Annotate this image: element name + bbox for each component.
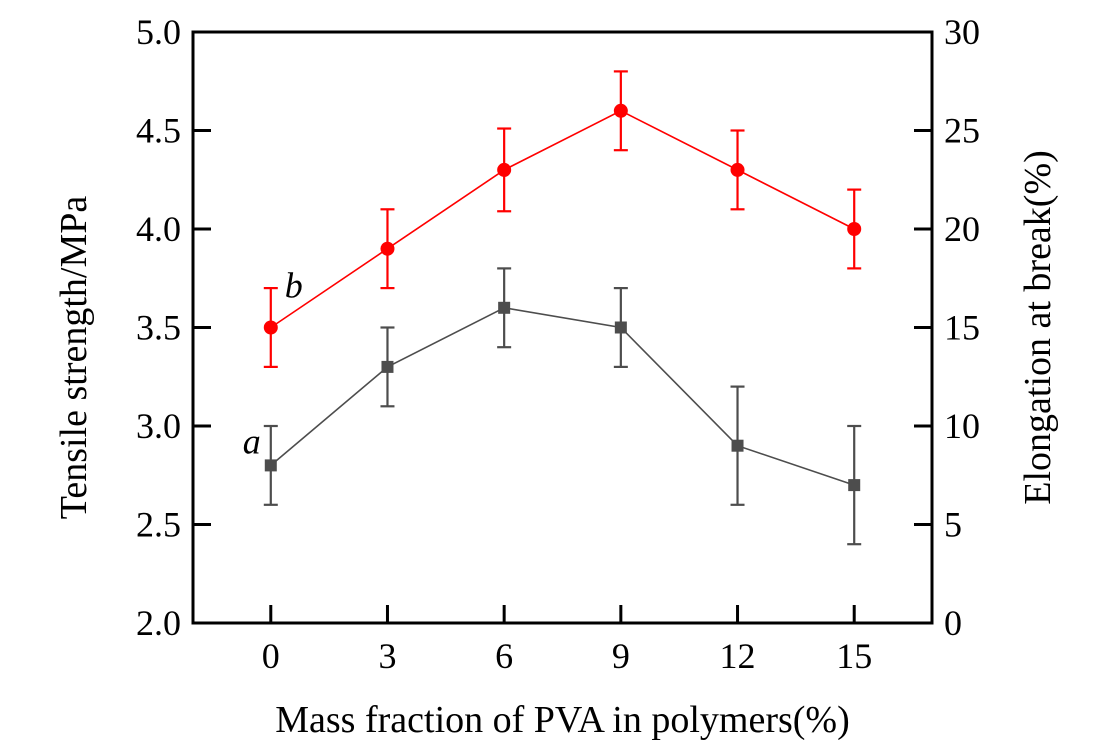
series-a-annotation: a xyxy=(243,421,261,461)
right-y-tick-label: 25 xyxy=(944,111,980,151)
left-y-tick-label: 3.5 xyxy=(136,308,181,348)
data-point xyxy=(848,479,861,492)
right-y-axis-title: Elongation at break(%) xyxy=(1017,150,1059,505)
left-y-tick-label: 3.0 xyxy=(136,406,181,446)
left-y-tick-label: 5.0 xyxy=(136,12,181,52)
right-y-tick-label: 0 xyxy=(944,603,962,643)
right-y-tick-label: 5 xyxy=(944,505,962,545)
left-y-tick-label: 4.0 xyxy=(136,209,181,249)
series-a xyxy=(263,267,862,546)
x-axis-title: Mass fraction of PVA in polymers(%) xyxy=(275,699,850,740)
data-point xyxy=(731,439,744,452)
series-b-annotation: b xyxy=(285,266,303,306)
x-tick-label: 0 xyxy=(262,636,280,676)
data-point xyxy=(381,360,394,373)
x-tick-label: 6 xyxy=(495,636,513,676)
plot-frame xyxy=(191,30,934,625)
right-y-tick-label: 30 xyxy=(944,12,980,52)
series-a-line xyxy=(270,306,855,486)
left-y-tick-label: 4.5 xyxy=(136,111,181,151)
data-point xyxy=(498,301,511,314)
left-y-axis-title: Tensile strength/MPa xyxy=(53,196,95,520)
data-point xyxy=(847,222,862,236)
left-y-tick-label: 2.0 xyxy=(136,603,181,643)
x-tick-label: 3 xyxy=(378,636,396,676)
data-point xyxy=(613,103,628,118)
data-point xyxy=(497,162,512,177)
series-b-line xyxy=(270,109,855,329)
data-point xyxy=(730,162,745,177)
x-tick-label: 9 xyxy=(612,636,630,676)
data-point xyxy=(264,459,277,472)
x-tick-label: 15 xyxy=(836,636,872,676)
right-y-tick-label: 10 xyxy=(944,406,980,446)
data-point xyxy=(380,241,395,256)
x-tick-label: 12 xyxy=(720,636,756,676)
data-point xyxy=(614,321,627,334)
right-y-tick-label: 15 xyxy=(944,308,980,348)
series-b xyxy=(263,70,862,368)
left-y-tick-label: 2.5 xyxy=(136,505,181,545)
right-y-tick-label: 20 xyxy=(944,209,980,249)
data-point xyxy=(263,320,278,335)
